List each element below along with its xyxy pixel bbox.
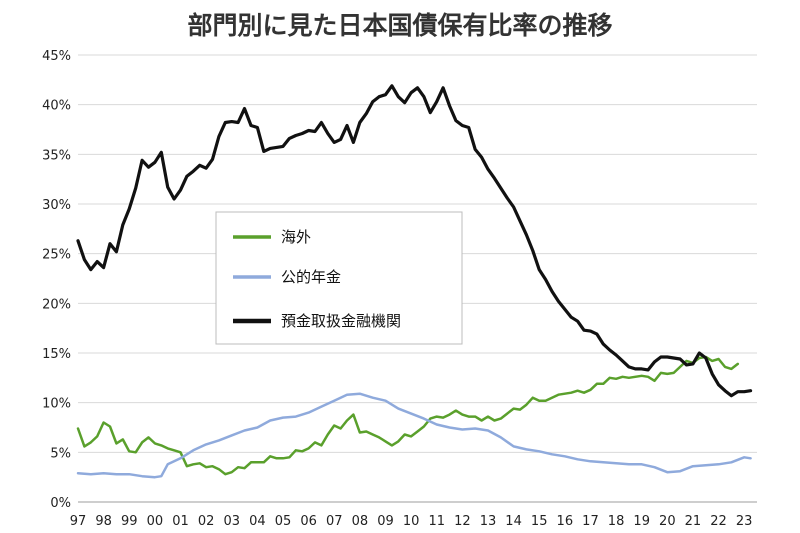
y-tick-label: 15% [42, 347, 71, 362]
y-tick-label: 40% [42, 99, 71, 114]
x-tick-label: 11 [428, 514, 445, 529]
legend-label-koteki-nenkin: 公的年金 [281, 268, 341, 286]
x-tick-label: 00 [147, 514, 164, 529]
x-tick-label: 22 [710, 514, 727, 529]
x-tick-label: 23 [736, 514, 753, 529]
legend-label-yokin-toriatsukai: 預金取扱金融機関 [281, 312, 401, 330]
y-tick-label: 20% [42, 297, 71, 312]
x-tick-label: 03 [223, 514, 240, 529]
x-tick-label: 19 [633, 514, 650, 529]
y-axis-ticks: 0% 5% 10% 15% 20% 25% 30% 35% 40% 45% [42, 49, 71, 511]
x-tick-label: 14 [505, 514, 522, 529]
x-tick-label: 12 [454, 514, 471, 529]
series-line-yokin-toriatsukai [76, 84, 753, 398]
y-tick-label: 25% [42, 248, 71, 263]
x-tick-label: 17 [582, 514, 599, 529]
x-tick-label: 99 [121, 514, 138, 529]
y-tick-label: 0% [50, 496, 71, 511]
x-tick-label: 02 [198, 514, 215, 529]
y-tick-label: 30% [42, 198, 71, 213]
x-tick-label: 13 [480, 514, 497, 529]
x-tick-label: 01 [172, 514, 189, 529]
x-tick-label: 05 [275, 514, 292, 529]
y-tick-label: 35% [42, 148, 71, 163]
x-tick-label: 06 [300, 514, 317, 529]
x-tick-label: 04 [249, 514, 266, 529]
x-tick-label: 15 [531, 514, 548, 529]
x-tick-label: 07 [326, 514, 343, 529]
x-tick-label: 20 [659, 514, 676, 529]
x-tick-label: 97 [70, 514, 87, 529]
x-tick-label: 10 [403, 514, 420, 529]
x-tick-label: 08 [352, 514, 369, 529]
y-tick-label: 45% [42, 49, 71, 64]
series-lines [76, 84, 753, 479]
chart-title: 部門別に見た日本国債保有比率の推移 [187, 11, 613, 40]
x-axis-ticks: 97 98 99 00 01 02 03 04 05 06 07 08 09 10 11 12 13 14 15 16… [70, 514, 753, 529]
x-tick-label: 21 [685, 514, 702, 529]
series-line-kaigai [76, 355, 740, 476]
series-line-koteki-nenkin [76, 392, 752, 479]
legend: 海外 公的年金 預金取扱金融機関 [215, 211, 463, 345]
x-tick-label: 16 [557, 514, 574, 529]
x-tick-label: 09 [377, 514, 394, 529]
legend-label-kaigai: 海外 [281, 228, 311, 246]
y-tick-label: 10% [42, 397, 71, 412]
x-tick-label: 18 [608, 514, 625, 529]
x-tick-label: 98 [95, 514, 112, 529]
y-tick-label: 5% [50, 446, 71, 461]
